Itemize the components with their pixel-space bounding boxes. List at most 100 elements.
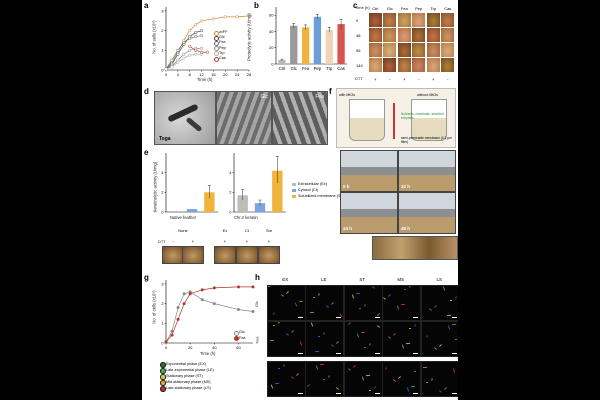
- y-tick-label: 1: [161, 321, 164, 326]
- data-point: [188, 53, 192, 57]
- phase-marker: [160, 386, 166, 392]
- cell-signal: [290, 330, 294, 333]
- y-tick-label: 0: [161, 209, 164, 214]
- y-tick-label: 2: [161, 301, 164, 306]
- dtt-sign: -: [447, 77, 449, 82]
- cell-signal: [363, 347, 366, 348]
- fluorescence-image: [266, 285, 306, 321]
- flask-right: [411, 99, 447, 141]
- cell-signal: [299, 341, 302, 346]
- data-point: [176, 52, 180, 56]
- fluorescence-image: [382, 361, 421, 397]
- legend-swatch: [292, 188, 296, 192]
- col-header-cas: Cas: [444, 6, 452, 11]
- scale-bar: [297, 353, 303, 354]
- bar-ctrl: [278, 59, 286, 64]
- cell-signal: [368, 343, 371, 346]
- data-point: [182, 292, 186, 296]
- photo-time-label: 24 h: [343, 226, 353, 231]
- col-header-fea: Fea: [400, 6, 408, 11]
- category-label: Trp: [326, 66, 333, 71]
- cell-signal: [277, 322, 280, 324]
- data-point: [176, 306, 180, 310]
- cell-signal: [310, 322, 314, 327]
- strip-header-sm: Sm: [266, 228, 272, 233]
- data-point: [200, 29, 204, 33]
- photo-time-label: 48 h: [401, 226, 411, 231]
- cell-signal: [315, 365, 319, 370]
- fluorescence-image: [343, 361, 383, 397]
- phase-marker: [160, 380, 166, 386]
- cell-signal: [318, 293, 320, 296]
- data-point: [182, 40, 186, 44]
- coculture-photo: 24 h: [340, 192, 398, 234]
- scale-bar: [451, 353, 457, 354]
- cell-signal: [388, 294, 391, 297]
- data-point: [182, 302, 186, 306]
- row-label-96: 96: [356, 48, 361, 53]
- data-point: [170, 58, 174, 62]
- data-point: [235, 15, 239, 19]
- tube-photo: [383, 43, 396, 57]
- cell-signal: [347, 322, 351, 325]
- data-point: [170, 65, 174, 69]
- dtt-sign: +: [245, 239, 249, 244]
- x-tick-label: 20: [223, 72, 228, 77]
- cell-signal: [404, 289, 406, 290]
- cell-signal: [449, 300, 452, 301]
- data-point: [236, 285, 241, 289]
- row-label-0: 0: [356, 18, 359, 23]
- dtt-sign: +: [191, 239, 195, 244]
- dtt-sign: -: [172, 239, 174, 244]
- category-label: Glc: [291, 66, 297, 71]
- cell-signal: [376, 325, 380, 328]
- y-tick-label: 4: [229, 170, 232, 175]
- legend-marker: [214, 30, 219, 36]
- cell-signal: [270, 384, 273, 389]
- tube-photo: [368, 28, 382, 42]
- col-header-ex: EX: [282, 277, 289, 282]
- flask-left: [349, 99, 385, 141]
- x-tick-label: 28: [247, 72, 252, 77]
- cell-signal: [428, 308, 432, 311]
- tube-photo: [383, 28, 396, 42]
- phase-marker: [160, 374, 166, 380]
- tube-photo: [441, 58, 454, 72]
- cell-signal: [422, 366, 427, 369]
- cell-signal: [393, 333, 396, 336]
- tube-photo: [368, 58, 382, 72]
- cell-signal: [280, 294, 284, 297]
- data-point: [200, 50, 204, 54]
- tube-photo: [162, 246, 184, 264]
- cell-signal: [438, 344, 442, 347]
- cell-signal: [433, 347, 437, 350]
- scale-bar: [413, 393, 418, 394]
- category-label: Pep: [314, 66, 322, 71]
- legend-label: Glc: [239, 330, 245, 334]
- tube-photo: [383, 13, 396, 27]
- data-point: [212, 286, 216, 290]
- fluorescence-image: [266, 361, 306, 397]
- cell-signal: [323, 379, 325, 380]
- data-point: [164, 67, 168, 71]
- panel-label-e: e: [144, 148, 149, 157]
- legend-marker: [214, 46, 219, 52]
- tube-photo: [397, 28, 411, 42]
- legend-label: Extracellular (Ex): [298, 182, 327, 186]
- cell-signal: [330, 344, 335, 347]
- legend-marker: [234, 330, 239, 336]
- micrograph-label-glc: Glc: [260, 94, 269, 100]
- data-point: [200, 33, 204, 38]
- dtt-sign: -: [389, 77, 391, 82]
- scale-bar: [413, 317, 418, 318]
- tube-photo: [441, 13, 454, 27]
- bar-glc: [290, 25, 298, 65]
- cell-signal: [383, 297, 387, 300]
- x-tick-label: 0: [165, 345, 168, 350]
- tube-photo: [368, 43, 382, 57]
- y-tick-label: 60: [269, 13, 274, 18]
- legend-label: Solubilized membrane (Sm): [298, 194, 345, 198]
- data-point: [247, 14, 251, 18]
- bar-pep: [313, 16, 322, 64]
- phase-label: Mid-stationary phase (MS): [166, 380, 211, 384]
